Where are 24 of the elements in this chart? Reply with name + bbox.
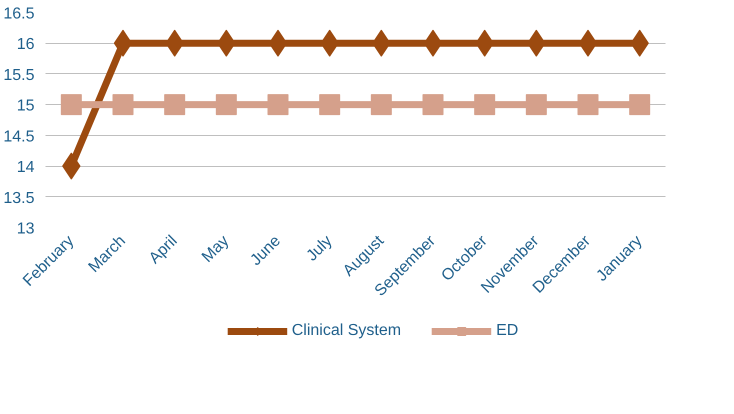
point: [60, 94, 82, 116]
legend-label: ED: [496, 322, 518, 340]
y-tick-label: 16: [16, 36, 35, 54]
point: [474, 94, 496, 116]
x-tick-label: July: [304, 232, 336, 265]
legend-label: Clinical System: [292, 322, 402, 340]
y-tick-label: 16.5: [3, 6, 35, 22]
y-tick-label: 13: [16, 220, 35, 238]
y-tick-label: 13.5: [3, 190, 35, 207]
point: [370, 94, 392, 116]
point: [268, 94, 288, 116]
x-tick-label: May: [198, 232, 232, 266]
point: [578, 94, 598, 116]
point: [422, 94, 444, 116]
y-tick-label: 15: [16, 98, 35, 115]
point: [216, 94, 237, 116]
point: [112, 94, 134, 116]
point: [164, 94, 186, 116]
y-tick-label: 14.5: [3, 128, 35, 146]
y-tick-label: 15.5: [3, 66, 35, 84]
y-tick-label: 14: [16, 159, 35, 176]
point: [319, 94, 340, 116]
point: [526, 94, 547, 116]
point: [629, 94, 650, 116]
